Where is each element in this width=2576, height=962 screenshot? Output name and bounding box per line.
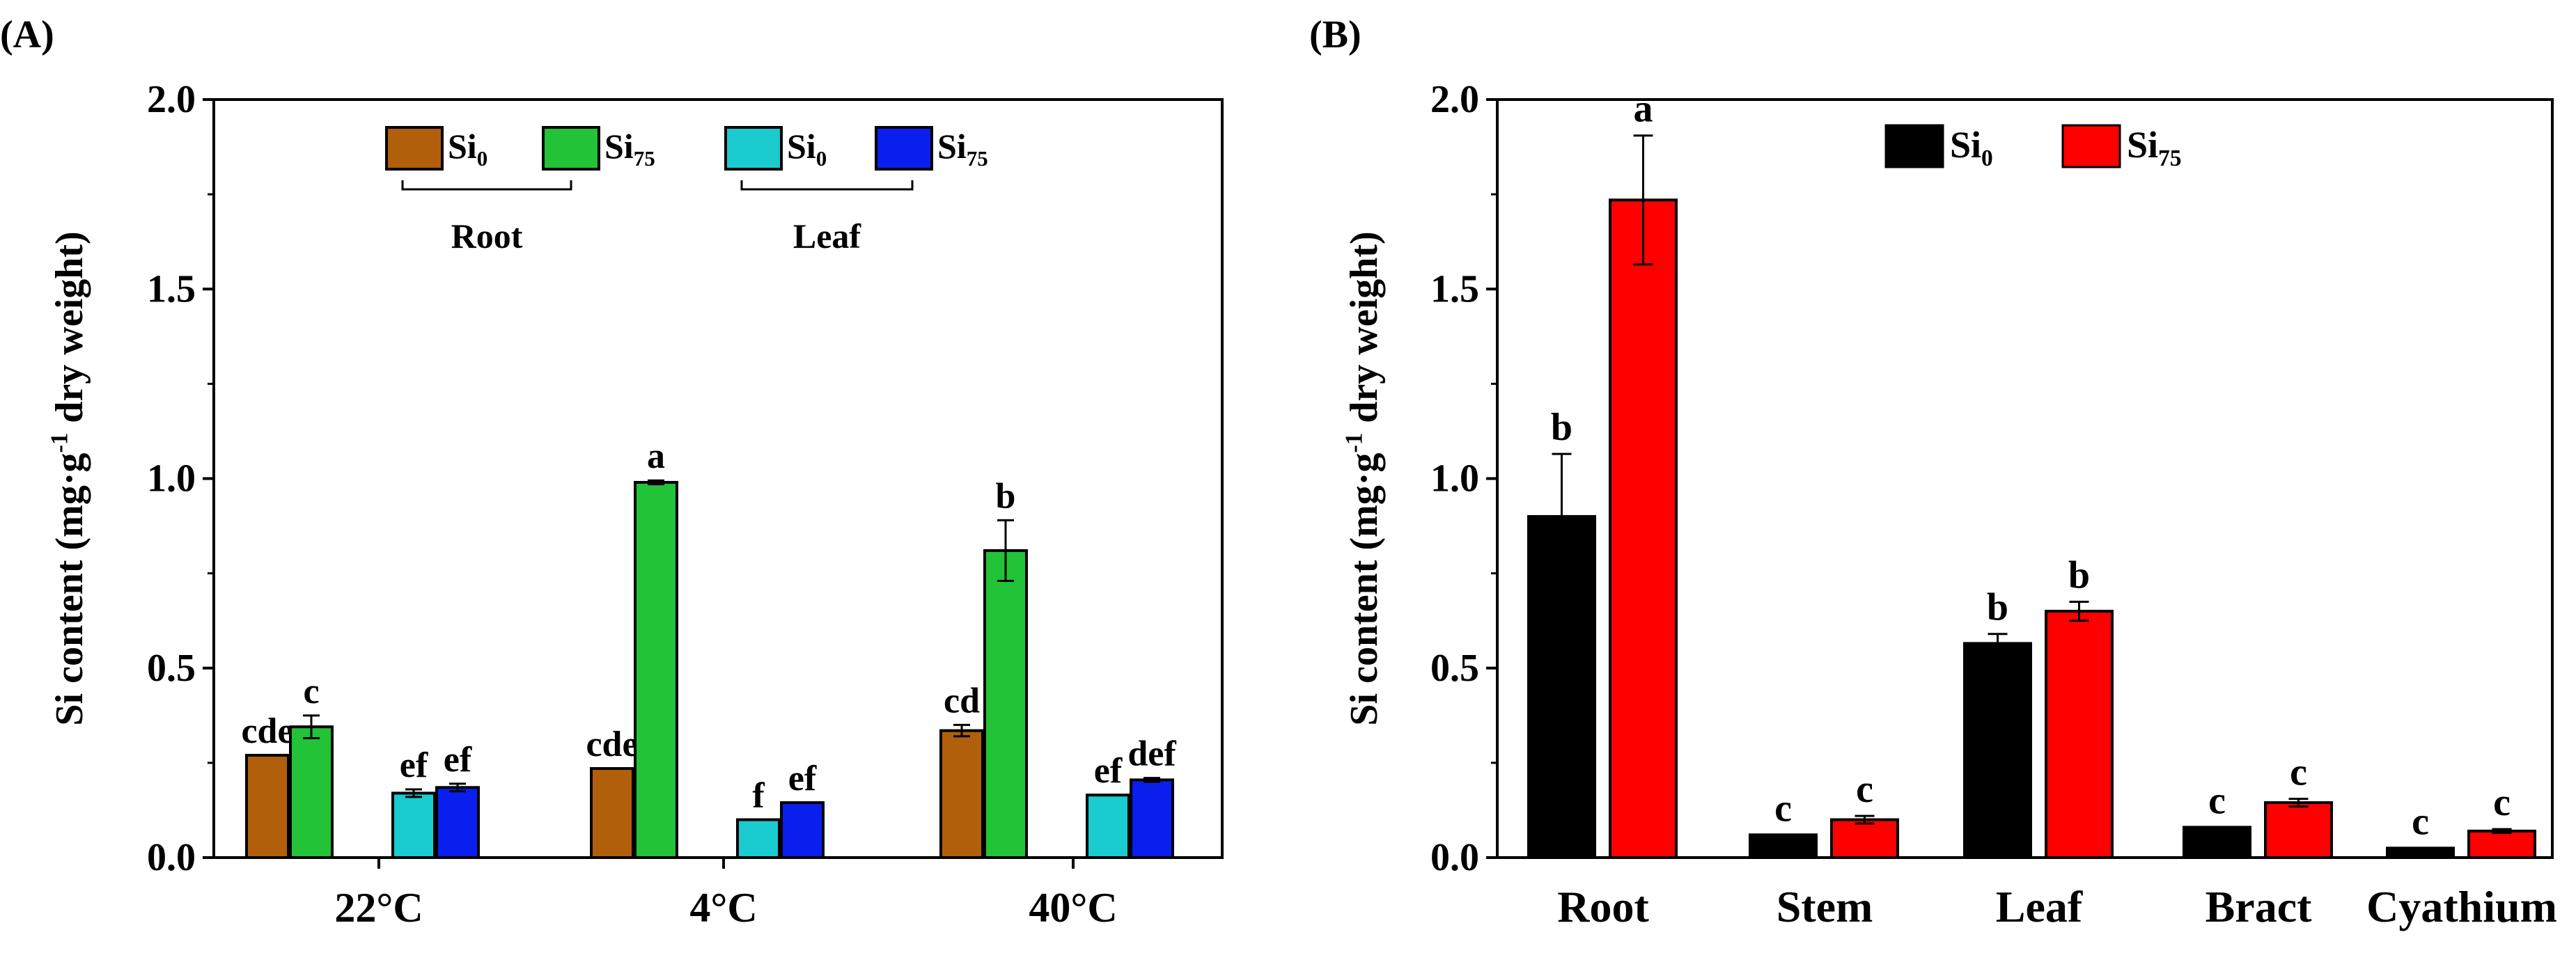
x-tick-label: Leaf bbox=[1996, 882, 2083, 931]
legend-label: Si75 bbox=[2127, 124, 2182, 171]
y-tick-label: 0.5 bbox=[1430, 647, 1479, 690]
legend-group-label: Root bbox=[451, 216, 523, 255]
significance-letter: cde bbox=[586, 725, 638, 764]
legend-bracket bbox=[740, 180, 914, 191]
y-axis-label: Si content (mg·g-1 dry weight) bbox=[1341, 231, 1386, 725]
significance-letter: c bbox=[303, 672, 319, 711]
significance-letter: cde bbox=[241, 711, 293, 751]
legend-swatch bbox=[2061, 124, 2121, 168]
significance-letter: c bbox=[2493, 781, 2511, 824]
x-tick-label: Root bbox=[1557, 882, 1649, 931]
bar-si0 bbox=[1963, 642, 2032, 859]
significance-letter: b bbox=[1987, 586, 2008, 629]
significance-letter: a bbox=[1634, 88, 1653, 131]
panel-a-label: (A) bbox=[0, 13, 54, 56]
x-tick-label: 4°C bbox=[689, 885, 757, 931]
significance-letter: f bbox=[752, 776, 765, 816]
significance-letter: def bbox=[1127, 734, 1176, 774]
bar-si75 bbox=[2045, 610, 2114, 859]
significance-letter: c bbox=[2208, 779, 2226, 822]
panel-a-chart: 0.0 0.5 1.0 1.5 2.0 Si content (mg·g-1 dry we… bbox=[46, 78, 1224, 931]
bar-root-si0 bbox=[590, 767, 634, 859]
legend-swatch bbox=[875, 126, 933, 171]
significance-letter: b bbox=[996, 476, 1016, 516]
y-tick-label: 1.0 bbox=[1430, 457, 1479, 500]
x-tick-label: 22°C bbox=[334, 885, 423, 931]
legend-swatch bbox=[1884, 124, 1944, 168]
bar-si75 bbox=[1830, 818, 1899, 860]
legend-label: Si75 bbox=[604, 127, 655, 171]
x-tick-label: Bract bbox=[2206, 882, 2313, 931]
significance-letter: c bbox=[2290, 751, 2307, 794]
legend-swatch bbox=[724, 126, 783, 171]
significance-letter: ef bbox=[1094, 751, 1123, 791]
y-tick-label: 2.0 bbox=[1430, 78, 1479, 121]
bar-si0 bbox=[2183, 826, 2251, 859]
legend-label: Si0 bbox=[448, 127, 487, 171]
legend-swatch bbox=[385, 126, 444, 171]
significance-letter: c bbox=[1774, 787, 1792, 830]
significance-letter: b bbox=[1551, 406, 1572, 449]
panel-b-label: (B) bbox=[1309, 13, 1361, 56]
plot-frame bbox=[212, 98, 1224, 859]
panel-b-chart: 0.0 0.5 1.0 1.5 2.0 Si content (mg·g-1 dry we… bbox=[1341, 78, 2557, 931]
bar-leaf-si0 bbox=[391, 791, 436, 860]
x-tick-label: 40°C bbox=[1029, 885, 1117, 931]
y-tick-label: 1.0 bbox=[147, 457, 196, 500]
bar-root-si75 bbox=[983, 549, 1028, 860]
significance-letter: ef bbox=[400, 746, 428, 785]
legend-bracket bbox=[401, 180, 572, 191]
y-tick-label: 0.0 bbox=[1430, 836, 1479, 879]
significance-letter: b bbox=[2068, 553, 2090, 597]
legend-label: Si0 bbox=[787, 127, 827, 171]
bar-leaf-si75 bbox=[1130, 778, 1174, 859]
bar-si0 bbox=[1749, 833, 1818, 859]
significance-letter: ef bbox=[444, 740, 472, 780]
significance-letter: c bbox=[1856, 768, 1873, 811]
y-tick-label: 1.5 bbox=[147, 267, 196, 310]
bar-leaf-si75 bbox=[435, 786, 480, 859]
bar-leaf-si0 bbox=[736, 818, 781, 860]
y-axis-label: Si content (mg·g-1 dry weight) bbox=[46, 231, 91, 725]
legend-label: Si75 bbox=[937, 127, 988, 171]
bar-root-si75 bbox=[289, 725, 334, 859]
bar-si0 bbox=[2386, 846, 2455, 859]
bar-si75 bbox=[2467, 829, 2536, 860]
significance-letter: a bbox=[647, 436, 665, 476]
y-tick-label: 0.0 bbox=[147, 836, 196, 879]
x-tick-label: Stem bbox=[1777, 882, 1873, 931]
bar-leaf-si75 bbox=[780, 801, 825, 859]
significance-letter: ef bbox=[788, 759, 817, 798]
significance-letter: c bbox=[2412, 800, 2429, 843]
legend-swatch bbox=[542, 126, 600, 171]
bar-si75 bbox=[1609, 198, 1678, 860]
bar-root-si0 bbox=[245, 753, 290, 859]
y-tick-label: 0.5 bbox=[147, 647, 196, 690]
y-tick-label: 1.5 bbox=[1430, 267, 1479, 310]
significance-letter: cd bbox=[944, 681, 980, 720]
legend-group-label: Leaf bbox=[793, 216, 862, 255]
bar-leaf-si0 bbox=[1086, 794, 1130, 859]
bar-si75 bbox=[2264, 801, 2333, 859]
bar-root-si0 bbox=[939, 729, 984, 860]
y-tick-label: 2.0 bbox=[147, 78, 196, 121]
x-tick-label: Cyathium bbox=[2366, 882, 2557, 931]
legend-label: Si0 bbox=[1950, 124, 1993, 171]
bar-root-si75 bbox=[634, 480, 678, 859]
